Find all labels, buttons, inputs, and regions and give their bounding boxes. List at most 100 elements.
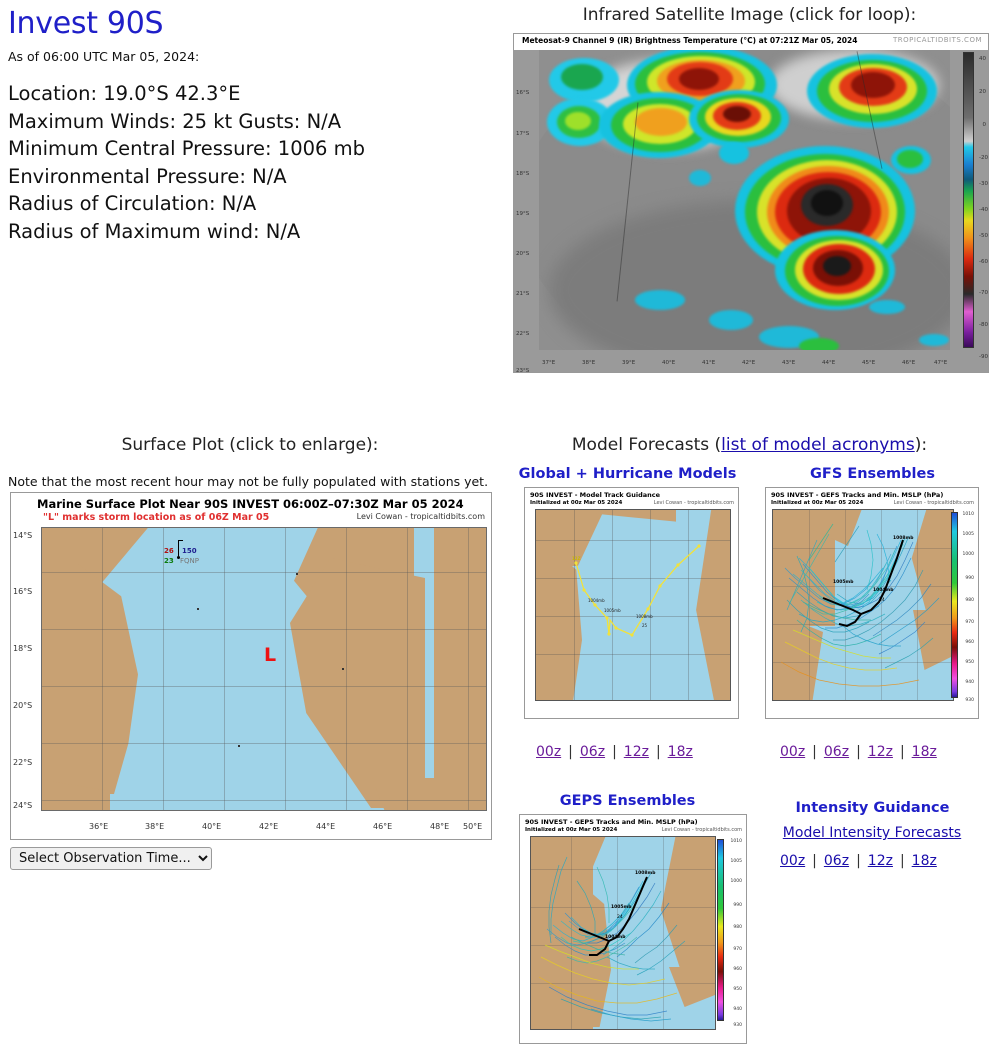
observation-time-select[interactable]: Select Observation Time... — [10, 847, 212, 870]
gefs-cb-2: 1000 — [962, 552, 974, 557]
surface-heading-wrap: Surface Plot (click to enlarge): — [0, 435, 500, 455]
panel-title-geps: GEPS Ensembles — [559, 793, 696, 809]
ensemble-spaghetti — [780, 523, 940, 687]
global-run-00z[interactable]: 00z — [536, 744, 562, 760]
geps-spaghetti — [538, 856, 686, 1022]
ir-cb-9: -80 — [979, 322, 988, 328]
geps-label-1008: 1008mb — [635, 871, 656, 876]
surface-plot-figure[interactable]: Marine Surface Plot Near 90S INVEST 06:0… — [10, 492, 492, 840]
gefs-label-1008: 1008mb — [893, 536, 914, 541]
surface-figure-subtitle: "L" marks storm location as of 06Z Mar 0… — [43, 512, 270, 523]
gfs-run-18z[interactable]: 18z — [911, 744, 937, 760]
global-run-06z[interactable]: 06z — [579, 744, 606, 760]
gefs-cb-6: 960 — [965, 640, 974, 645]
ir-lon-7: 44°E — [822, 360, 836, 366]
geps-cb-8: 940 — [733, 1007, 742, 1012]
ir-lat-7: 23°S — [516, 368, 530, 374]
ir-lon-8: 45°E — [862, 360, 876, 366]
ir-lon-10: 47°E — [934, 360, 948, 366]
ir-cb-3: -20 — [979, 155, 988, 161]
gefs-cb-0: 1010 — [962, 512, 974, 517]
as-of-timestamp: As of 06:00 UTC Mar 05, 2024: — [8, 49, 200, 64]
intensity-run-00z[interactable]: 00z — [780, 853, 806, 869]
ir-lon-2: 39°E — [622, 360, 636, 366]
ir-lat-1: 17°S — [516, 131, 530, 137]
gfs-run-06z[interactable]: 06z — [823, 744, 850, 760]
intensity-run-18z[interactable]: 18z — [911, 853, 937, 869]
thumb-title-geps: 90S INVEST - GEPS Tracks and Min. MSLP (… — [525, 818, 698, 826]
intensity-run-06z[interactable]: 06z — [823, 853, 850, 869]
ir-lat-5: 21°S — [516, 291, 530, 297]
ir-lat-4: 20°S — [516, 251, 530, 257]
sfc-lon-0: 36°E — [89, 822, 109, 831]
track-line — [574, 544, 701, 637]
ir-lat-3: 19°S — [516, 211, 530, 217]
storm-low-marker: L — [264, 644, 277, 666]
ir-lon-1: 38°E — [582, 360, 596, 366]
gefs-label-1005: 1005mb — [833, 580, 854, 585]
sep-9: | — [899, 853, 905, 869]
gfs-run-00z[interactable]: 00z — [780, 744, 806, 760]
global-run-links: 00z | 06z | 12z | 18z — [536, 744, 693, 760]
track-label-25: 25 — [642, 623, 648, 628]
sep-3: | — [655, 744, 661, 760]
sep-5: | — [856, 744, 861, 760]
panel-title-global: Global + Hurricane Models — [518, 466, 737, 482]
gefs-label-24: 24 — [879, 598, 885, 603]
sep-6: | — [899, 744, 905, 760]
sfc-lon-7: 50°E — [463, 822, 483, 831]
geps-map: 1008mb 1005mb 24 1004mb — [530, 836, 716, 1030]
ir-figure-credit: TROPICALTIDBITS.COM — [892, 36, 982, 44]
gefs-label-1004: 1004mb — [873, 588, 894, 593]
global-run-12z[interactable]: 12z — [623, 744, 649, 760]
thumb-credit-global: Levi Cowan - tropicaltidbits.com — [653, 500, 734, 506]
ir-colorbar — [963, 52, 974, 348]
sfc-lon-3: 42°E — [259, 822, 279, 831]
ir-plot-area — [539, 50, 950, 350]
gefs-tracks-thumbnail[interactable]: 90S INVEST - GEFS Tracks and Min. MSLP (… — [765, 487, 979, 719]
global-run-18z[interactable]: 18z — [667, 744, 693, 760]
model-intensity-forecasts-wrap: Model Intensity Forecasts — [752, 825, 992, 841]
gefs-cb-5: 970 — [965, 620, 974, 625]
geps-cb-3: 990 — [733, 903, 742, 908]
ir-lon-4: 41°E — [702, 360, 716, 366]
ir-cb-1: 20 — [979, 89, 986, 95]
sep-8: | — [856, 853, 861, 869]
geps-cb-0: 1010 — [730, 839, 742, 844]
global-map: 12Z 1004mb 1005mb 1008mb 25 — [535, 509, 731, 701]
left-column: Invest 90S As of 06:00 UTC Mar 05, 2024:… — [0, 0, 500, 245]
panel-title-gfs: GFS Ensembles — [810, 466, 935, 482]
gfs-run-12z[interactable]: 12z — [867, 744, 893, 760]
surface-figure-credit: Levi Cowan - tropicaltidbits.com — [356, 512, 485, 521]
intensity-run-12z[interactable]: 12z — [867, 853, 893, 869]
sep-7: | — [812, 853, 817, 869]
ir-lat-6: 22°S — [516, 331, 530, 337]
storm-location: Location: 19.0°S 42.3°E — [8, 82, 241, 105]
surface-plot-map: 26 23 150 FQNP L — [41, 527, 487, 811]
model-intensity-forecasts-link[interactable]: Model Intensity Forecasts — [782, 825, 962, 841]
gefs-cb-3: 990 — [965, 576, 974, 581]
gefs-cb-7: 950 — [965, 660, 974, 665]
sfc-lon-6: 48°E — [430, 822, 450, 831]
thumb-title-gfs: 90S INVEST - GEFS Tracks and Min. MSLP (… — [771, 491, 944, 499]
ir-lon-3: 40°E — [662, 360, 676, 366]
geps-label-1004: 1004mb — [605, 935, 626, 940]
geps-label-1005: 1005mb — [611, 905, 632, 910]
sfc-lon-2: 40°E — [202, 822, 222, 831]
infrared-satellite-figure[interactable]: Meteosat-9 Channel 9 (IR) Brightness Tem… — [513, 33, 989, 374]
model-track-guidance-thumbnail[interactable]: 90S INVEST - Model Track Guidance Initia… — [524, 487, 739, 719]
storm-radius-max-wind: Radius of Maximum wind: N/A — [8, 219, 301, 243]
track-label-12z: 12Z — [572, 556, 581, 561]
thumb-sub-geps: Initialized at 00z Mar 05 2024 — [525, 827, 618, 833]
track-label-1005: 1005mb — [604, 608, 621, 613]
geps-cb-9: 930 — [733, 1023, 742, 1028]
sep-4: | — [812, 744, 817, 760]
sfc-lat-1: 16°S — [13, 587, 33, 596]
model-acronyms-link[interactable]: list of model acronyms — [721, 435, 915, 455]
geps-tracks-thumbnail[interactable]: 90S INVEST - GEPS Tracks and Min. MSLP (… — [519, 814, 747, 1044]
geps-cb-6: 960 — [733, 967, 742, 972]
thumb-sub-global: Initialized at 00z Mar 05 2024 — [530, 500, 623, 506]
surface-note-wrap: Note that the most recent hour may not b… — [0, 466, 500, 489]
geps-cb-7: 950 — [733, 987, 742, 992]
thumb-credit-geps: Levi Cowan - tropicaltidbits.com — [661, 827, 742, 833]
